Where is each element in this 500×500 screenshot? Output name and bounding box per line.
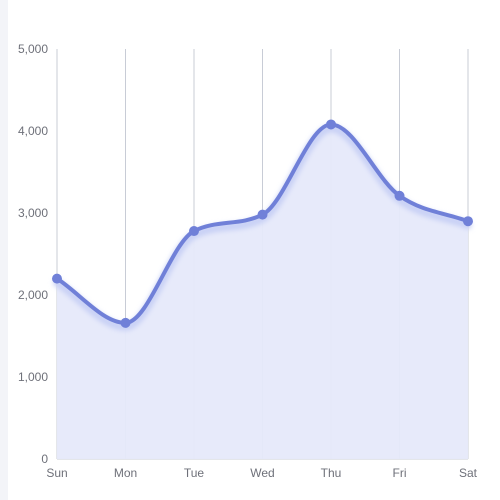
y-axis-tick-labels: 0 1,000 2,000 3,000 4,000 5,000 [18, 42, 48, 466]
data-point-thu[interactable] [326, 119, 336, 130]
y-tick-label: 4,000 [18, 124, 48, 138]
x-tick-label-sun: Sun [46, 466, 67, 480]
left-panel-edge [0, 0, 8, 500]
data-point-sun[interactable] [52, 273, 62, 284]
area-fill-group [57, 124, 468, 459]
data-point-fri[interactable] [394, 190, 405, 201]
y-tick-label: 2,000 [18, 288, 48, 302]
x-tick-label-sat: Sat [459, 466, 478, 480]
data-point-tue[interactable] [189, 226, 199, 237]
x-tick-label-wed: Wed [250, 466, 274, 480]
x-tick-label-fri: Fri [393, 466, 407, 480]
area-fill [57, 124, 468, 459]
y-tick-label: 1,000 [18, 370, 48, 384]
y-tick-label: 5,000 [18, 42, 48, 56]
y-tick-label: 0 [41, 452, 48, 466]
x-tick-label-thu: Thu [321, 466, 342, 480]
x-axis-tick-labels: Sun Mon Tue Wed Thu Fri Sat [46, 466, 477, 480]
x-tick-label-tue: Tue [184, 466, 205, 480]
y-tick-label: 3,000 [18, 206, 48, 220]
data-point-mon[interactable] [120, 317, 131, 328]
data-point-sat[interactable] [463, 216, 473, 227]
data-points [52, 119, 473, 328]
data-point-wed[interactable] [257, 209, 268, 220]
x-tick-label-mon: Mon [114, 466, 137, 480]
